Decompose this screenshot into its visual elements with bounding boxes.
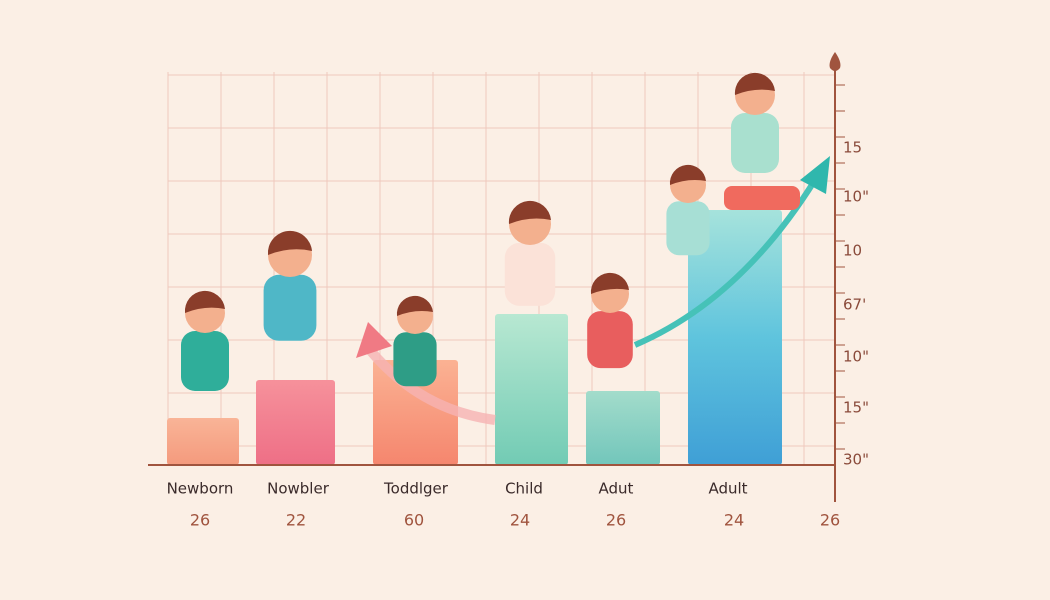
axis-marker [829, 52, 841, 71]
children [181, 72, 800, 391]
right-axis-label: 10 [843, 242, 862, 260]
bar [373, 360, 458, 465]
bar [256, 380, 335, 465]
child-hair [734, 72, 775, 95]
stage-label: Newborn [167, 480, 234, 498]
right-axis-label: 30" [843, 451, 869, 469]
right-axis-label: 67' [843, 296, 866, 314]
stage-number: 60 [404, 511, 424, 530]
child-body [587, 311, 633, 369]
pink-arrow [366, 346, 496, 425]
adult-seat [724, 186, 800, 210]
right-axis-label: 15" [843, 399, 869, 417]
right-axis-label: 15 [843, 139, 862, 157]
stage-number: 26 [190, 511, 210, 530]
pink-arrow-head [356, 322, 392, 358]
child-body [393, 332, 437, 387]
child-body [731, 113, 779, 173]
child-body [666, 201, 710, 256]
stage-label: Adult [708, 480, 747, 498]
stage-label: Adut [599, 480, 634, 498]
child-hair [590, 272, 629, 294]
child-body [504, 242, 556, 306]
child-body [263, 274, 317, 341]
bars [167, 210, 782, 465]
child-hair [508, 200, 551, 224]
child-body [181, 331, 229, 391]
child-hair [184, 290, 225, 313]
bar [495, 314, 568, 465]
stage-label: Child [505, 480, 543, 498]
bar [688, 210, 782, 465]
stage-number: 24 [724, 511, 744, 530]
teal-arrow-head [800, 156, 830, 194]
stage-number: 22 [286, 511, 306, 530]
stage-label: Nowbler [267, 480, 330, 498]
stage-number: 26 [606, 511, 626, 530]
end-number: 26 [820, 511, 840, 530]
stage-label: Toddlger [383, 480, 449, 498]
child-hair [669, 164, 706, 185]
labels: Newborn 26 Nowbler 22 Toddlger 60 Child 24 Adut 2… [167, 139, 869, 530]
bar [167, 418, 239, 465]
child-hair [396, 295, 433, 316]
child-hair [267, 230, 312, 255]
right-axis-label: 10" [843, 188, 869, 206]
right-axis-label: 10" [843, 348, 869, 366]
stage-number: 24 [510, 511, 530, 530]
bar [586, 391, 660, 465]
